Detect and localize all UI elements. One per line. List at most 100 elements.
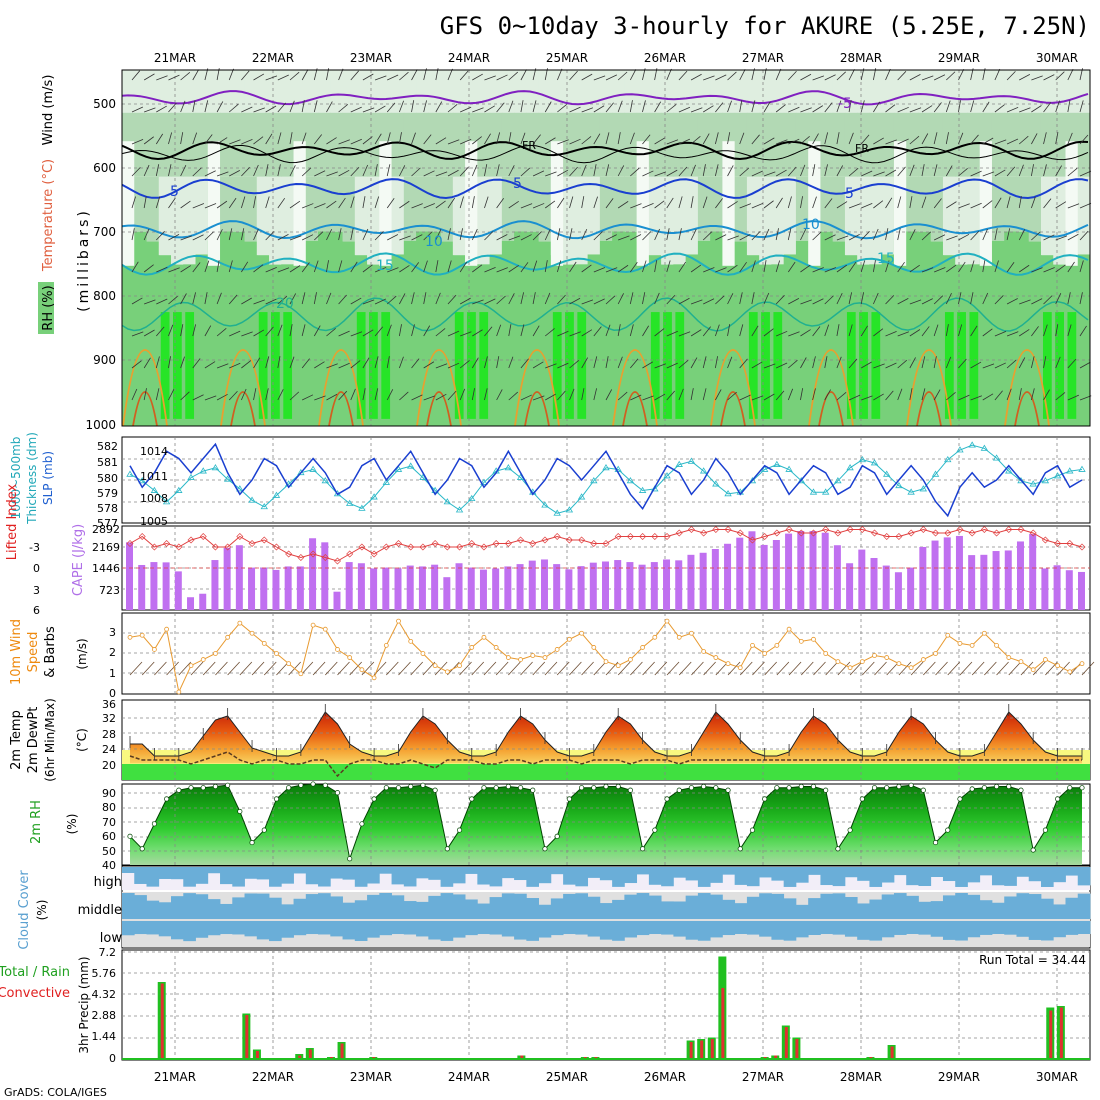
cloud-low-bar	[1077, 921, 1091, 935]
wind-barb	[1006, 331, 1019, 337]
cape-bar	[516, 564, 524, 610]
li-point	[883, 533, 891, 540]
wind-barb	[763, 260, 767, 273]
wind-barb	[593, 196, 598, 209]
rh-point	[481, 785, 487, 791]
wind-barb	[241, 297, 252, 305]
pressure-tick: 900	[93, 353, 116, 367]
wind-barb	[800, 73, 812, 81]
cape-bar	[992, 551, 1000, 610]
wind-point	[872, 653, 877, 658]
wind-barb	[398, 132, 402, 145]
thickness-point	[748, 477, 757, 484]
li-point	[260, 536, 268, 544]
wind-point	[750, 643, 755, 648]
rh-band	[171, 112, 184, 177]
cape-bar	[162, 562, 170, 610]
rh-band	[526, 231, 540, 426]
temp-tick: 28	[102, 728, 116, 741]
li-point	[1017, 526, 1025, 533]
li-point	[358, 543, 366, 551]
wind-barb	[970, 230, 980, 241]
rh-band	[746, 176, 760, 256]
cloud-high-bar	[906, 867, 919, 886]
cloud-middle-bar	[220, 903, 233, 919]
wind-barb	[703, 105, 714, 113]
cloud-high-bar	[134, 867, 147, 884]
wind-point	[994, 643, 999, 648]
wind-barb	[435, 363, 448, 369]
wind-barb	[411, 292, 415, 305]
cloud-middle-bar	[342, 902, 356, 919]
cloud-low-bar	[379, 921, 392, 936]
wind-barb	[872, 260, 876, 273]
wind-barb	[1031, 326, 1039, 337]
wind-barb	[642, 325, 650, 337]
wind-barb	[447, 197, 456, 209]
wind-barb	[994, 260, 999, 273]
li-point	[1029, 529, 1037, 537]
rh-band	[477, 112, 491, 177]
thickness-point	[419, 473, 427, 480]
rh-band	[1077, 176, 1091, 255]
thickness-point	[138, 477, 146, 484]
wind-barb	[1031, 231, 1041, 241]
precip-convective-bar	[700, 1040, 704, 1060]
wind-barb	[630, 234, 642, 241]
thickness-point	[675, 460, 683, 467]
thickness-point	[1005, 467, 1013, 474]
wind-barb	[581, 196, 585, 209]
cloud-low-bar	[220, 921, 233, 935]
wind-barb	[678, 331, 691, 337]
rh-band	[220, 231, 233, 426]
cape-bar	[284, 566, 292, 610]
wind-barb	[715, 324, 720, 337]
cloud-high-bar	[857, 867, 870, 881]
wind-point	[322, 626, 328, 632]
isotherm-20	[121, 297, 1089, 332]
wind-barb	[933, 102, 942, 113]
wind-barb	[825, 661, 838, 676]
wind-barb	[131, 138, 144, 145]
wind-point	[1055, 663, 1060, 669]
rh-band	[857, 176, 870, 265]
wind-barb	[301, 167, 312, 177]
cape-bar	[321, 542, 329, 610]
wind-barb	[204, 260, 210, 273]
rh-band	[685, 254, 699, 426]
wind-point	[652, 634, 658, 640]
wind-barb	[289, 265, 301, 273]
wind-barb	[873, 363, 885, 369]
wind-barb	[642, 395, 654, 401]
date-label: 23MAR	[350, 51, 392, 65]
wind-barb	[471, 388, 475, 401]
cloud-middle-bar	[354, 900, 368, 919]
cloud-middle-bar	[979, 900, 993, 919]
wind-barb	[848, 234, 860, 241]
wind-barb	[228, 228, 233, 241]
cloud-high-bar	[330, 867, 343, 879]
wind-barb	[630, 203, 642, 209]
cloud-middle-bar	[122, 893, 135, 919]
wind-barb	[144, 107, 156, 113]
wind-barb	[399, 100, 405, 113]
cloud-low-bar	[195, 921, 209, 938]
li-point	[492, 540, 500, 547]
thickness-point	[809, 488, 818, 495]
thickness-point	[663, 472, 671, 479]
rh-point	[127, 833, 133, 839]
wind-barb	[739, 394, 751, 401]
wind-barb	[362, 228, 369, 241]
cape-bar	[1029, 533, 1037, 610]
wind-barb	[654, 393, 666, 401]
rh-band	[661, 112, 674, 177]
thickness-point	[773, 460, 781, 467]
wind-barb	[654, 328, 665, 337]
rh-band	[514, 112, 527, 177]
cloud-high-bar	[599, 867, 613, 881]
rh-dry	[379, 141, 393, 266]
wind-barb	[617, 165, 625, 177]
rh-band	[710, 176, 723, 232]
cloud-middle-bar	[771, 893, 785, 919]
wind-barb	[1006, 138, 1019, 145]
